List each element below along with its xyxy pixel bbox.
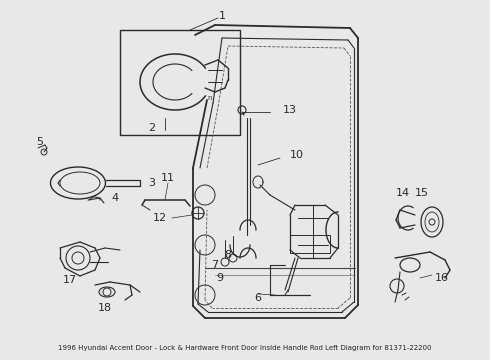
- Bar: [290, 235, 330, 253]
- Text: n: n: [208, 95, 212, 101]
- Text: 15: 15: [415, 188, 429, 198]
- Text: 10: 10: [290, 150, 304, 160]
- Text: 4: 4: [111, 193, 119, 203]
- Text: 1996 Hyundai Accent Door - Lock & Hardware Front Door Inside Handle Rod Left Dia: 1996 Hyundai Accent Door - Lock & Hardwa…: [58, 345, 432, 351]
- Text: 13: 13: [283, 105, 297, 115]
- Text: 3: 3: [148, 178, 155, 188]
- Text: 12: 12: [153, 213, 167, 223]
- Text: 1: 1: [219, 11, 225, 21]
- Bar: [120, 30, 240, 135]
- Text: 8: 8: [224, 250, 232, 260]
- Text: 14: 14: [396, 188, 410, 198]
- Text: 17: 17: [63, 275, 77, 285]
- Text: 7: 7: [212, 260, 219, 270]
- Text: 6: 6: [254, 293, 262, 303]
- Text: 2: 2: [148, 123, 155, 133]
- Text: 5: 5: [36, 137, 44, 147]
- Text: 16: 16: [435, 273, 449, 283]
- Text: 9: 9: [217, 273, 223, 283]
- Text: 18: 18: [98, 303, 112, 313]
- Text: 11: 11: [161, 173, 175, 183]
